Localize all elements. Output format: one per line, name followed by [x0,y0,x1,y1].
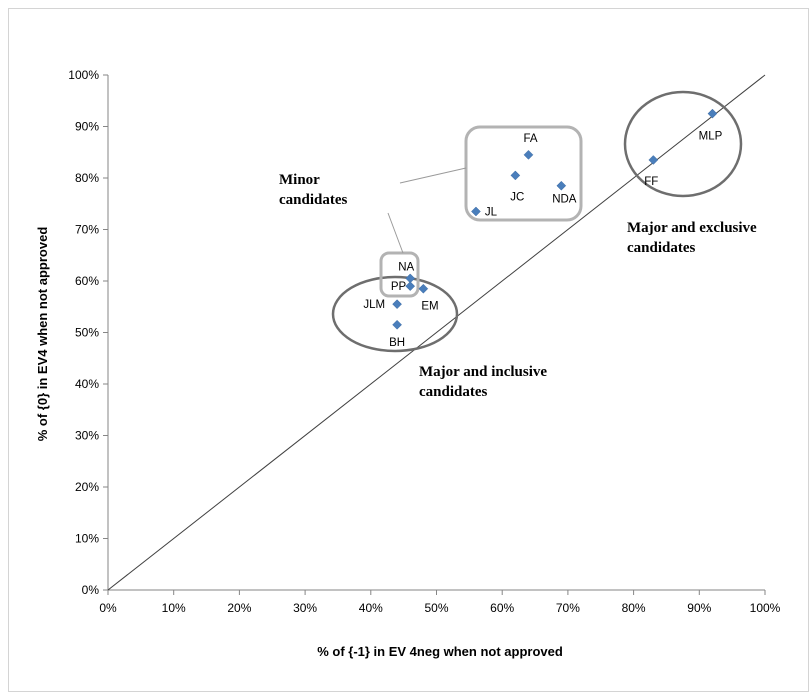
data-point-marker [392,299,402,310]
data-point-label: MLP [699,131,723,143]
x-axis-title: % of {-1} in EV 4neg when not approved [317,644,563,659]
y-axis-title: % of {0} in EV4 when not approved [35,227,50,442]
y-tick-label: 80% [75,171,99,185]
exclusive-candidates-ellipse [623,90,743,198]
x-tick-label: 80% [622,601,646,615]
x-tick-label: 70% [556,601,580,615]
x-tick-label: 100% [750,601,781,615]
x-tick-label: 10% [162,601,186,615]
data-point-marker [648,155,659,165]
annotation-texts: Minor candidates Major and exclusive candid… [279,172,757,400]
data-point-marker [392,319,402,330]
y-tick-label: 0% [82,583,100,597]
data-point-label: FA [523,133,537,145]
x-tick-label: 0% [99,601,117,615]
annotation-inclusive-line: candidates [419,384,488,400]
annotation-shapes [331,90,743,353]
x-tick-label: 60% [490,601,514,615]
data-point-marker [471,206,481,217]
minor-connector-line [387,212,404,254]
y-tick-label: 20% [75,480,99,494]
data-point-label: BH [389,337,405,349]
y-tick-label: 40% [75,377,99,391]
data-point-label: NA [398,261,414,273]
minor-group-box-large [464,125,583,222]
x-tick-label: 30% [293,601,317,615]
annotation-minor-line: candidates [279,192,348,208]
data-point-marker [523,149,534,160]
axes: 0% 10% 20% 30% 40% 50% 60% 70% 80% 90% 100% 0% 10% 20… [68,68,780,615]
y-tick-label: 70% [75,223,99,237]
y-tick-label: 50% [75,326,99,340]
annotation-exclusive-line: candidates [627,240,696,256]
y-tick-label: 60% [75,274,99,288]
annotation-minor-line: Minor [279,172,320,188]
minor-group-box-small [379,251,420,298]
data-point-label: FF [644,176,658,188]
data-point-marker [405,281,416,292]
y-tick-label: 100% [68,68,99,82]
y-tick-label: 30% [75,429,99,443]
x-tick-label: 50% [424,601,448,615]
reference-line [107,74,766,591]
data-point-marker [510,170,521,181]
data-point-marker [556,180,567,191]
data-point-marker [418,283,429,294]
data-point-label: NDA [552,194,577,206]
annotation-exclusive-line: Major and exclusive [627,220,757,236]
inclusive-candidates-ellipse [331,275,459,353]
data-point-label: PP [391,281,407,293]
reference-line-group [107,74,766,591]
data-point-label: JC [510,191,524,203]
y-tick-label: 10% [75,532,99,546]
data-point-label: JLM [363,299,385,311]
data-point-label: JL [485,206,498,218]
annotation-inclusive-line: Major and inclusive [419,364,547,380]
data-point-label: EM [421,301,438,313]
data-points: MLP FF FA JC NDA JL NA PP EM JLM BH [363,108,723,349]
y-tick-label: 90% [75,120,99,134]
x-tick-label: 20% [227,601,251,615]
x-tick-label: 40% [359,601,383,615]
x-tick-label: 90% [687,601,711,615]
minor-connector-line [399,167,467,184]
data-point-marker [707,108,718,119]
